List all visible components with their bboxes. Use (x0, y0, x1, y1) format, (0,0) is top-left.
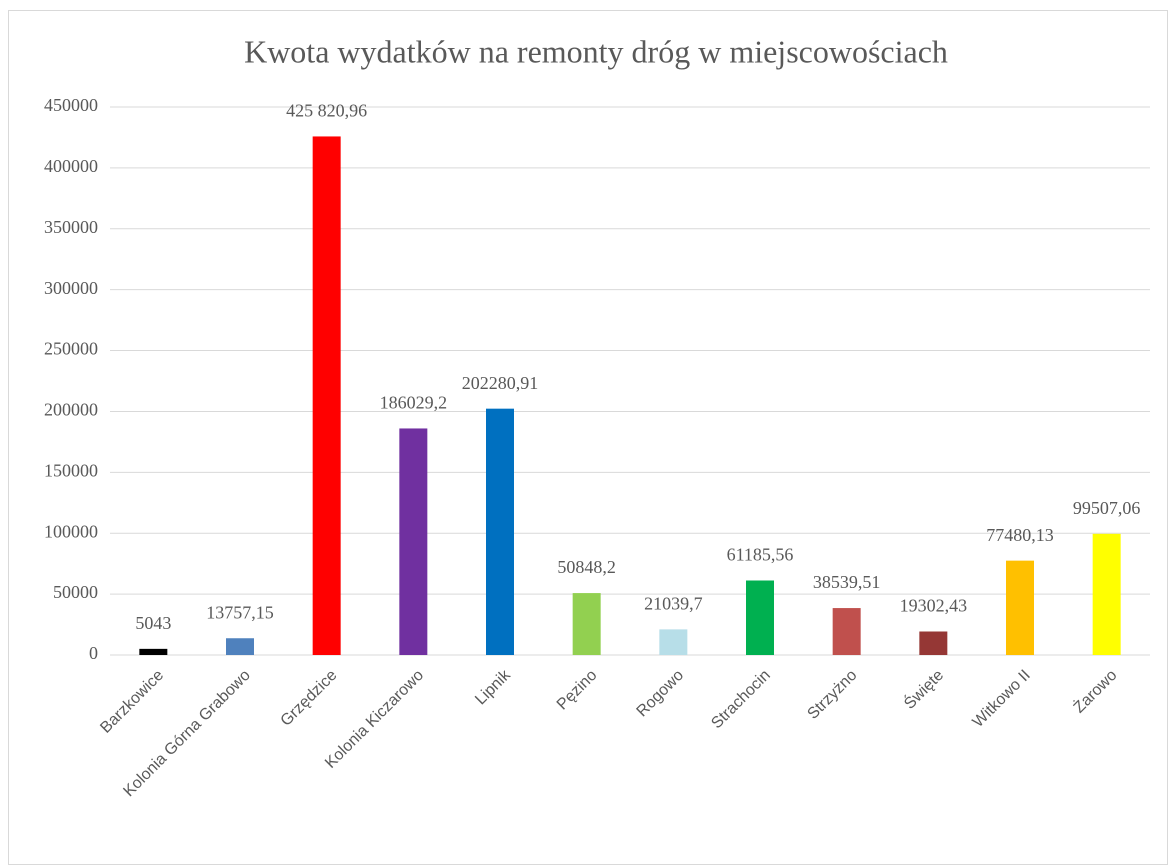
y-tick-label: 200000 (44, 400, 98, 420)
data-label: 50848,2 (557, 557, 616, 577)
y-tick-label: 350000 (44, 217, 98, 237)
data-label: 5043 (135, 613, 171, 633)
y-tick-label: 100000 (44, 521, 98, 541)
data-label: 202280,91 (462, 373, 539, 393)
chart-frame (8, 10, 1168, 865)
y-tick-label: 450000 (44, 95, 98, 115)
data-label: 61185,56 (727, 545, 794, 565)
bar (139, 648, 168, 655)
bar (1092, 533, 1121, 655)
bar (659, 629, 688, 655)
data-label: 38539,51 (813, 572, 881, 592)
y-tick-label: 250000 (44, 339, 98, 359)
y-tick-label: 150000 (44, 460, 98, 480)
data-label: 425 820,96 (286, 101, 367, 121)
y-tick-label: 0 (89, 643, 98, 663)
bar (399, 428, 428, 655)
bar (919, 631, 948, 655)
y-tick-label: 300000 (44, 278, 98, 298)
y-tick-label: 400000 (44, 156, 98, 176)
bar (832, 608, 861, 655)
bar (572, 593, 601, 655)
bar (226, 638, 254, 655)
bar (1006, 560, 1034, 655)
chart-title: Kwota wydatków na remonty dróg w miejsco… (244, 33, 948, 69)
bar (312, 136, 341, 655)
data-label: 21039,7 (644, 594, 703, 614)
data-label: 77480,13 (986, 525, 1054, 545)
data-label: 13757,15 (206, 602, 274, 622)
data-label: 19302,43 (900, 596, 968, 616)
data-label: 186029,2 (380, 393, 448, 413)
bar (486, 408, 514, 655)
bar (746, 580, 774, 655)
y-tick-label: 50000 (53, 582, 98, 602)
data-label: 99507,06 (1073, 498, 1141, 518)
